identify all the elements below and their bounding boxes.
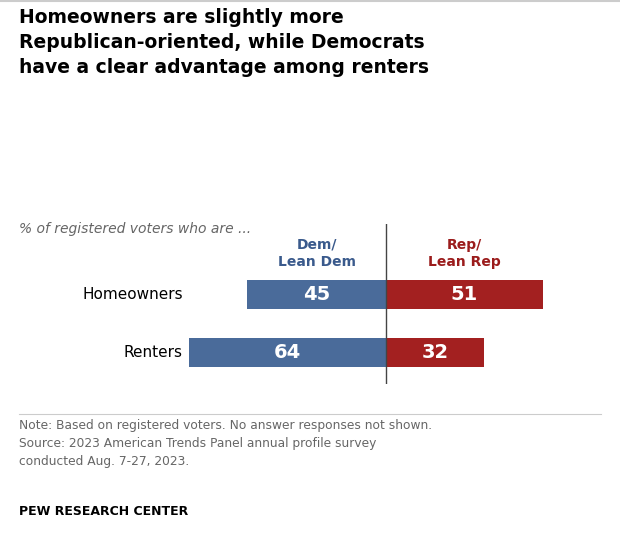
Bar — [386, 280, 542, 309]
Text: PEW RESEARCH CENTER: PEW RESEARCH CENTER — [19, 505, 188, 517]
Text: Homeowners are slightly more
Republican-oriented, while Democrats
have a clear a: Homeowners are slightly more Republican-… — [19, 8, 428, 77]
Text: Renters: Renters — [124, 345, 183, 360]
Text: % of registered voters who are ...: % of registered voters who are ... — [19, 222, 250, 235]
Bar — [247, 280, 386, 309]
Text: Rep/
Lean Rep: Rep/ Lean Rep — [428, 238, 501, 269]
Text: Note: Based on registered voters. No answer responses not shown.
Source: 2023 Am: Note: Based on registered voters. No ans… — [19, 419, 432, 468]
Text: Homeowners: Homeowners — [82, 287, 183, 302]
Text: 45: 45 — [303, 285, 330, 304]
Bar — [386, 338, 484, 367]
Text: 64: 64 — [273, 343, 301, 362]
Text: 51: 51 — [451, 285, 478, 304]
Bar — [189, 338, 386, 367]
Text: 32: 32 — [422, 343, 449, 362]
Text: Dem/
Lean Dem: Dem/ Lean Dem — [278, 238, 355, 269]
